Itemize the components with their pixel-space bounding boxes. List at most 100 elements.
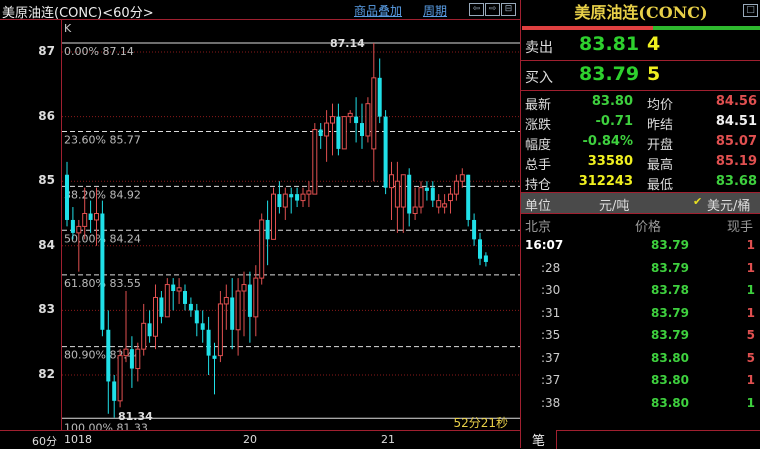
candle-down	[147, 323, 152, 337]
tab-ticks[interactable]: 笔	[521, 430, 557, 449]
x-label: 1018	[64, 433, 92, 446]
y-tick: 87	[38, 44, 55, 58]
candle-up	[253, 277, 259, 318]
candle-up	[82, 213, 88, 227]
period-link[interactable]: 周期	[423, 4, 448, 18]
candle-up	[371, 77, 377, 150]
y-tick: 86	[38, 108, 55, 123]
quote-row: 涨跌 -0.71 昨结 84.51	[521, 114, 760, 134]
split-icon[interactable]: ⊟	[501, 3, 516, 16]
quote-row: 最新 83.80 均价 84.56	[521, 94, 760, 114]
ask-price: 83.81	[579, 33, 640, 55]
quote-value: -0.71	[595, 114, 633, 129]
candle-down	[194, 310, 199, 324]
candle-down	[354, 116, 359, 124]
buy-sell-ratio-bar	[522, 26, 760, 30]
y-tick: 83	[38, 302, 55, 317]
overlay-link[interactable]: 商品叠加	[354, 4, 403, 18]
tick-volume: 1	[746, 260, 755, 275]
tick-volume: 1	[746, 373, 755, 387]
candle-up	[223, 296, 229, 305]
quote-value: 33580	[587, 154, 633, 169]
fib-label: 80.90% 82.44	[64, 349, 141, 362]
quote-value: 85.19	[715, 154, 757, 169]
ask-volume: 4	[647, 33, 661, 55]
price-axis: 87 86 85 84 83 82	[0, 20, 62, 430]
fib-label: 38.20% 84.92	[64, 188, 141, 201]
candle-up	[217, 303, 223, 357]
tick-row: :37 83.80 5	[521, 351, 760, 373]
fib-label: 0.00% 87.14	[64, 45, 134, 58]
candle-down	[407, 174, 412, 214]
candle-up	[300, 193, 306, 202]
unit-cny-option[interactable]: 元/吨	[599, 199, 630, 214]
candle-up	[436, 200, 442, 208]
candle-down	[230, 297, 235, 330]
quote-label: 总手	[525, 158, 552, 173]
quote-value: 83.80	[591, 94, 633, 109]
candle-down	[289, 194, 294, 198]
tick-row: :37 83.80 1	[521, 373, 760, 395]
candle-up	[153, 296, 158, 337]
unit-row: 单位 元/吨 ✔ 美元/桶	[521, 192, 760, 214]
candle-up	[324, 122, 330, 137]
candle-up	[394, 180, 400, 208]
candle-down	[483, 255, 488, 262]
candle-up	[282, 193, 288, 208]
tick-price: 83.80	[651, 350, 689, 365]
tick-row: :35 83.79 5	[521, 328, 760, 350]
high-marker: 87.14	[330, 37, 365, 50]
ticks-header: 北京 价格 现手	[521, 216, 760, 238]
candle-down	[188, 303, 193, 311]
arrow-right-icon[interactable]: ⇨	[485, 3, 500, 16]
candle-up	[389, 174, 394, 189]
quote-label: 持仓	[525, 178, 552, 193]
candle-up	[241, 284, 247, 292]
y-tick: 82	[38, 367, 55, 381]
candle-down	[183, 291, 187, 304]
quote-label: 涨跌	[525, 118, 552, 133]
candle-down	[100, 213, 105, 330]
chart-title: 美原油连(CONC)<60分>	[2, 6, 154, 21]
y-tick: 84	[38, 237, 55, 252]
tick-price: 83.79	[651, 328, 689, 342]
candle-down	[478, 239, 482, 259]
candle-down	[212, 355, 217, 359]
tick-time: :37	[541, 350, 561, 365]
tick-volume: 1	[746, 283, 755, 297]
quote-label: 最高	[647, 158, 674, 173]
candle-up	[448, 193, 453, 202]
tick-row: :28 83.79 1	[521, 261, 760, 283]
quote-value: 312243	[578, 174, 633, 189]
candle-down	[200, 323, 205, 330]
quote-value: 85.07	[715, 134, 757, 149]
tick-time: :30	[541, 283, 561, 297]
candle-down	[129, 349, 134, 369]
candle-down	[65, 174, 69, 220]
candle-down	[424, 187, 429, 191]
arrow-left-icon[interactable]: ⇦	[469, 3, 484, 16]
candle-up	[418, 187, 424, 208]
check-icon: ✔	[693, 195, 703, 208]
maximize-icon[interactable]: □	[743, 4, 758, 17]
candle-up	[176, 287, 182, 292]
candle-down	[70, 219, 75, 233]
candle-up	[453, 180, 459, 195]
vol-header: 现手	[727, 220, 754, 235]
unit-label: 单位	[525, 199, 552, 214]
chart-header: 美原油连(CONC)<60分> 商品叠加 周期 ⇦ ⇨ ⊟	[0, 0, 520, 21]
tick-volume: 1	[746, 238, 755, 252]
quote-value: 83.68	[715, 174, 757, 189]
candle-down	[171, 284, 176, 292]
candle-up	[94, 213, 99, 221]
quote-row: 幅度 -0.84% 开盘 85.07	[521, 134, 760, 154]
tick-row: :30 83.78 1	[521, 283, 760, 305]
unit-usd-option[interactable]: 美元/桶	[707, 199, 751, 214]
candle-up	[400, 174, 406, 208]
candle-up	[259, 219, 265, 279]
tick-price: 83.79	[651, 305, 689, 320]
indicator-label: K	[64, 22, 72, 35]
candlestick-chart[interactable]: 0.00% 87.14 23.60% 85.77 38.20% 84.92 50.00…	[62, 20, 520, 434]
candle-down	[265, 219, 270, 240]
